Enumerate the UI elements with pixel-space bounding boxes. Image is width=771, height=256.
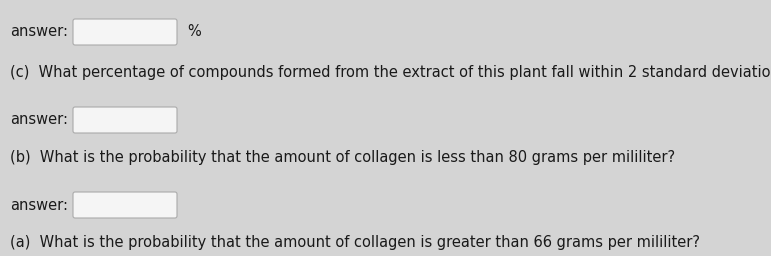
Text: %: % — [187, 25, 200, 39]
FancyBboxPatch shape — [73, 19, 177, 45]
Text: (a)  What is the probability that the amount of collagen is greater than 66 gram: (a) What is the probability that the amo… — [10, 235, 700, 250]
FancyBboxPatch shape — [73, 107, 177, 133]
Text: (b)  What is the probability that the amount of collagen is less than 80 grams p: (b) What is the probability that the amo… — [10, 150, 675, 165]
Text: answer:: answer: — [10, 112, 68, 127]
Text: (c)  What percentage of compounds formed from the extract of this plant fall wit: (c) What percentage of compounds formed … — [10, 65, 771, 80]
Text: answer:: answer: — [10, 197, 68, 212]
FancyBboxPatch shape — [73, 192, 177, 218]
Text: answer:: answer: — [10, 25, 68, 39]
